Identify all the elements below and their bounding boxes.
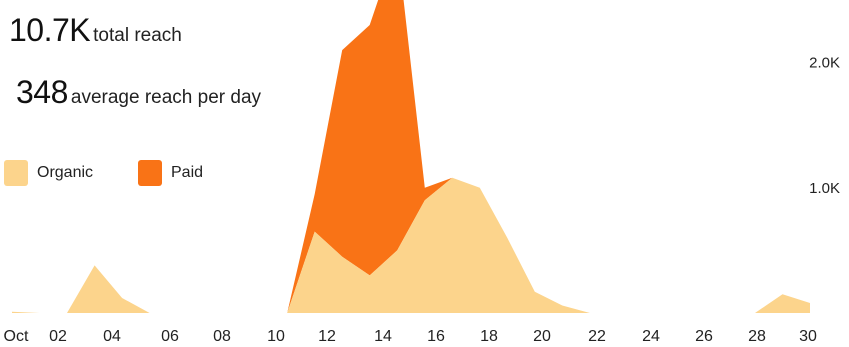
x-tick-label: 10 — [267, 328, 285, 345]
y-tick-label: 2.0K — [809, 55, 840, 72]
x-tick-label: 30 — [799, 328, 817, 345]
legend-item-organic[interactable]: Organic — [4, 160, 93, 186]
x-tick-label: 16 — [427, 328, 445, 345]
x-tick-label: 08 — [213, 328, 231, 345]
x-tick-label: 12 — [318, 328, 336, 345]
x-tick-label: Oct — [4, 328, 29, 345]
x-tick-label: 18 — [480, 328, 498, 345]
x-tick-label: 04 — [103, 328, 121, 345]
x-tick-label: 14 — [374, 328, 392, 345]
average-reach-stat: 348 average reach per day — [16, 74, 261, 111]
x-tick-label: 02 — [49, 328, 67, 345]
chart-legend: Organic Paid — [0, 160, 260, 190]
y-axis-ticks: 1.0K 2.0K — [809, 55, 840, 197]
series-area-paid — [12, 0, 810, 313]
legend-label-organic: Organic — [37, 164, 94, 181]
total-reach-stat: 10.7K total reach — [9, 12, 182, 49]
x-tick-label: 24 — [642, 328, 660, 345]
x-tick-label: 06 — [161, 328, 179, 345]
paid-swatch — [138, 160, 162, 186]
chart-areas — [12, 0, 810, 313]
legend-label-paid: Paid — [171, 164, 204, 181]
x-tick-label: 26 — [695, 328, 713, 345]
total-reach-label: total reach — [93, 25, 182, 46]
y-tick-label: 1.0K — [809, 180, 840, 197]
average-reach-label: average reach per day — [70, 87, 262, 108]
total-reach-value: 10.7K — [9, 12, 91, 48]
x-axis-ticks: Oct 02 04 06 08 10 12 14 16 18 20 22 24 26 28 30 — [4, 328, 817, 345]
series-area-organic — [12, 177, 810, 313]
legend-item-paid[interactable]: Paid — [138, 160, 203, 186]
average-reach-value: 348 — [16, 74, 68, 110]
organic-swatch — [4, 160, 28, 186]
x-tick-label: 20 — [533, 328, 551, 345]
x-tick-label: 22 — [588, 328, 606, 345]
x-tick-label: 28 — [748, 328, 766, 345]
